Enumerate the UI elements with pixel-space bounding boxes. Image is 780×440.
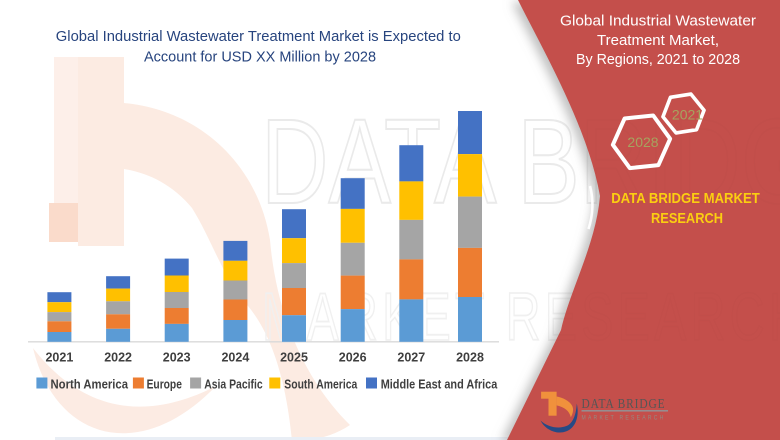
svg-text:Treatment Market,: Treatment Market, [597,33,719,49]
svg-text:2028: 2028 [627,134,658,150]
svg-text:RESEARCH: RESEARCH [651,210,723,227]
svg-text:2025: 2025 [280,351,308,365]
svg-text:2021: 2021 [45,351,73,365]
svg-text:2023: 2023 [163,351,191,365]
svg-text:South America: South America [284,377,358,391]
svg-text:2022: 2022 [104,351,132,365]
svg-text:North America: North America [51,377,129,391]
svg-text:MARKET RESEARCH: MARKET RESEARCH [582,415,666,422]
svg-text:2027: 2027 [397,351,425,365]
svg-text:Middle East and Africa: Middle East and Africa [381,377,499,391]
svg-text:Asia Pacific: Asia Pacific [204,377,263,391]
svg-text:2024: 2024 [221,351,249,365]
svg-text:2021: 2021 [672,107,703,123]
svg-text:Global Industrial Wastewater: Global Industrial Wastewater [560,14,756,30]
svg-text:Global Industrial Wastewater T: Global Industrial Wastewater Treatment M… [56,29,461,45]
svg-text:Account for USD XX Million by: Account for USD XX Million by 2028 [144,49,376,65]
svg-text:DATA BRIDGE: DATA BRIDGE [582,396,666,411]
svg-text:Europe: Europe [147,377,182,391]
svg-text:2026: 2026 [339,351,367,365]
svg-text:By Regions, 2021 to 2028: By Regions, 2021 to 2028 [576,52,740,68]
svg-text:2028: 2028 [456,351,484,365]
svg-text:DATA BRIDGE MARKET: DATA BRIDGE MARKET [611,190,760,207]
